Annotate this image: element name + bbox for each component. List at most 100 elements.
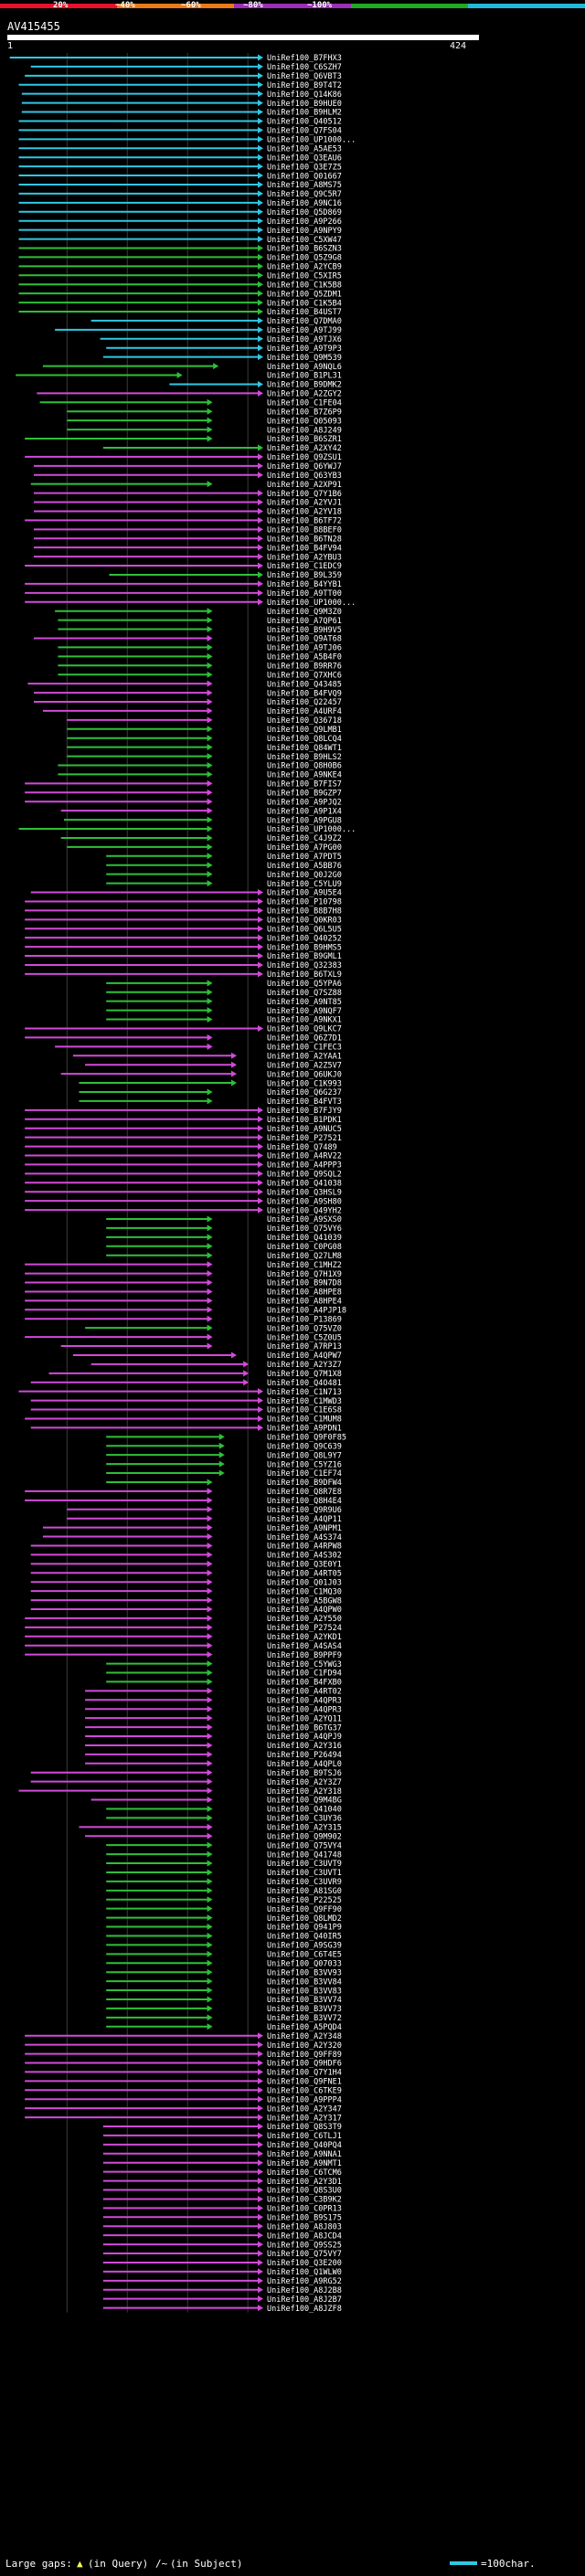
hit-label[interactable]: UniRef100_Q01J03 [267,1578,342,1587]
hit-label[interactable]: UniRef100_A9U5E4 [267,889,342,898]
hit-label[interactable]: UniRef100_C0PR13 [267,2205,342,2214]
hit-label[interactable]: UniRef100_B3VV93 [267,1968,342,1977]
hit-label[interactable]: UniRef100_C0PG08 [267,1243,342,1252]
hit-label[interactable]: UniRef100_A2XY42 [267,444,342,453]
hit-label[interactable]: UniRef100_C1E6S8 [267,1406,342,1415]
hit-label[interactable]: UniRef100_A9PGU8 [267,816,342,825]
hit-label[interactable]: UniRef100_P27524 [267,1624,342,1633]
hit-label[interactable]: UniRef100_A5AE53 [267,144,342,154]
hit-label[interactable]: UniRef100_Q41039 [267,1234,342,1243]
hit-label[interactable]: UniRef100_A9PDN1 [267,1425,342,1434]
hit-label[interactable]: UniRef100_A4RT05 [267,1569,342,1578]
hit-label[interactable]: UniRef100_A5PQD4 [267,2023,342,2032]
hit-label[interactable]: UniRef100_A4QPW7 [267,1352,342,1361]
hit-label[interactable]: UniRef100_Q9F0F85 [267,1434,346,1443]
hit-label[interactable]: UniRef100_Q40PQ4 [267,2141,342,2150]
hit-label[interactable]: UniRef100_Q8R7E8 [267,1488,342,1497]
hit-label[interactable]: UniRef100_B9HLS2 [267,753,342,762]
hit-label[interactable]: UniRef100_Q49YH2 [267,1206,342,1215]
hit-label[interactable]: UniRef100_A9TJ06 [267,644,342,653]
hit-label[interactable]: UniRef100_C1MWD3 [267,1397,342,1406]
hit-label[interactable]: UniRef100_A2ZGY2 [267,390,342,399]
hit-label[interactable]: UniRef100_Q5Z9G8 [267,254,342,263]
hit-label[interactable]: UniRef100_Q7XHC6 [267,671,342,680]
hit-label[interactable]: UniRef100_A9NKX1 [267,1016,342,1025]
hit-label[interactable]: UniRef100_Q63YB3 [267,472,342,481]
hit-label[interactable]: UniRef100_B9N7D8 [267,1279,342,1288]
hit-label[interactable]: UniRef100_Q75VY7 [267,2250,342,2259]
hit-label[interactable]: UniRef100_A8JZF8 [267,2305,342,2314]
hit-label[interactable]: UniRef100_C6TCM6 [267,2168,342,2178]
hit-label[interactable]: UniRef100_UP1000... [267,825,356,834]
hit-label[interactable]: UniRef100_A2Y3Z7 [267,1361,342,1370]
hit-label[interactable]: UniRef100_B1PL31 [267,372,342,381]
hit-label[interactable]: UniRef100_Q6YWJ7 [267,462,342,472]
hit-label[interactable]: UniRef100_A5B4F0 [267,653,342,663]
hit-label[interactable]: UniRef100_B9TSJ6 [267,1769,342,1778]
hit-label[interactable]: UniRef100_C6TLJ1 [267,2132,342,2141]
hit-label[interactable]: UniRef100_A9NMT1 [267,2159,342,2168]
hit-label[interactable]: UniRef100_Q6UKJ0 [267,1070,342,1079]
hit-label[interactable]: UniRef100_Q9M3Z0 [267,608,342,617]
hit-label[interactable]: UniRef100_B3VV83 [267,1987,342,1996]
hit-label[interactable]: UniRef100_A2Y315 [267,1824,342,1833]
hit-label[interactable]: UniRef100_B4FVT3 [267,1097,342,1107]
hit-label[interactable]: UniRef100_B9L359 [267,571,342,580]
hit-label[interactable]: UniRef100_B9HUE0 [267,100,342,109]
hit-label[interactable]: UniRef100_A2YCB9 [267,263,342,272]
hit-label[interactable]: UniRef100_A8J803 [267,2222,342,2231]
hit-label[interactable]: UniRef100_Q36718 [267,716,342,726]
hit-label[interactable]: UniRef100_C6SZH7 [267,63,342,72]
hit-label[interactable]: UniRef100_Q3E200 [267,2259,342,2268]
hit-label[interactable]: UniRef100_A8J2B8 [267,2286,342,2295]
hit-label[interactable]: UniRef100_A4QPR3 [267,1705,342,1714]
hit-label[interactable]: UniRef100_A9NNA1 [267,2150,342,2159]
hit-label[interactable]: UniRef100_Q9FF89 [267,2051,342,2060]
hit-label[interactable]: UniRef100_A9NQL6 [267,363,342,372]
hit-label[interactable]: UniRef100_Q3E7Z5 [267,163,342,172]
hit-label[interactable]: UniRef100_A4RT02 [267,1688,342,1697]
hit-label[interactable]: UniRef100_Q75VY6 [267,1224,342,1234]
hit-label[interactable]: UniRef100_B1PDK1 [267,1116,342,1125]
hit-label[interactable]: UniRef100_Q9C5R7 [267,190,342,199]
hit-label[interactable]: UniRef100_Q7Y1H4 [267,2069,342,2078]
hit-label[interactable]: UniRef100_A7RP13 [267,1342,342,1352]
hit-label[interactable]: UniRef100_P22525 [267,1896,342,1905]
hit-label[interactable]: UniRef100_A8JCD4 [267,2231,342,2241]
hit-label[interactable]: UniRef100_Q01667 [267,172,342,181]
hit-label[interactable]: UniRef100_C4J9Z2 [267,834,342,843]
hit-label[interactable]: UniRef100_B9S175 [267,2214,342,2223]
hit-label[interactable]: UniRef100_Q0KR03 [267,917,342,926]
hit-label[interactable]: UniRef100_Q9AT68 [267,635,342,644]
hit-label[interactable]: UniRef100_C5YWG3 [267,1660,342,1670]
hit-label[interactable]: UniRef100_B9HMS5 [267,943,342,952]
hit-label[interactable]: UniRef100_B4UST7 [267,308,342,317]
hit-label[interactable]: UniRef100_A9PPP4 [267,2095,342,2104]
hit-label[interactable]: UniRef100_C6TKE9 [267,2086,342,2095]
hit-label[interactable]: UniRef100_B7Z6P9 [267,408,342,417]
hit-label[interactable]: UniRef100_Q07033 [267,1959,342,1968]
hit-label[interactable]: UniRef100_B7FHX3 [267,54,342,63]
hit-label[interactable]: UniRef100_A2Y347 [267,2104,342,2114]
hit-label[interactable]: UniRef100_B9DFW4 [267,1479,342,1488]
hit-label[interactable]: UniRef100_Q7DMA0 [267,317,342,326]
hit-label[interactable]: UniRef100_C3UVT9 [267,1860,342,1869]
hit-label[interactable]: UniRef100_A4SAS4 [267,1642,342,1651]
hit-label[interactable]: UniRef100_A2XP91 [267,481,342,490]
hit-label[interactable]: UniRef100_C3B9K2 [267,2196,342,2205]
hit-label[interactable]: UniRef100_C1MUM8 [267,1415,342,1425]
hit-label[interactable]: UniRef100_A2YKD1 [267,1633,342,1642]
hit-label[interactable]: UniRef100_A4QP11 [267,1515,342,1524]
hit-label[interactable]: UniRef100_A5BB76 [267,862,342,871]
hit-label[interactable]: UniRef100_Q75VY4 [267,1841,342,1850]
hit-label[interactable]: UniRef100_UP1000... [267,136,356,145]
hit-label[interactable]: UniRef100_Q3EAU6 [267,154,342,163]
hit-label[interactable]: UniRef100_Q7489 [267,1143,337,1152]
hit-label[interactable]: UniRef100_A2YAA1 [267,1052,342,1061]
hit-label[interactable]: UniRef100_P10798 [267,898,342,907]
hit-label[interactable]: UniRef100_A9P1X4 [267,807,342,816]
hit-label[interactable]: UniRef100_Q5YPA6 [267,980,342,989]
hit-label[interactable]: UniRef100_Q9R9U6 [267,1506,342,1515]
hit-label[interactable]: UniRef100_C1MHZ2 [267,1261,342,1270]
hit-label[interactable]: UniRef100_Q32383 [267,961,342,970]
